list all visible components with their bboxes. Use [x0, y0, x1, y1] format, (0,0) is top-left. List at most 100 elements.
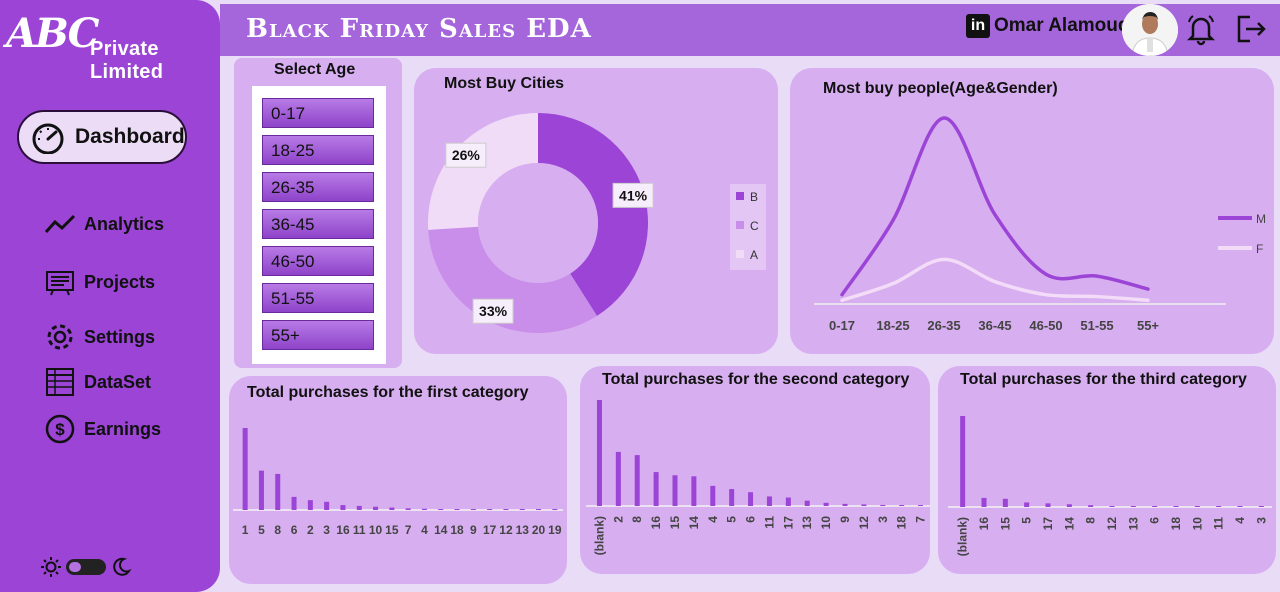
x-tick-label: 46-50 — [1029, 318, 1062, 333]
user-info[interactable]: in Omar Alamoudi — [966, 14, 1135, 38]
bar — [729, 489, 735, 506]
x-tick-label: 6 — [744, 516, 758, 523]
second-category-title: Total purchases for the second category — [602, 371, 910, 388]
donut-label-box-B — [612, 182, 654, 208]
page-title: Black Friday Sales EDA — [246, 14, 592, 44]
third-category-bar-chart: (blank) 16 15 5 17 14 8 12 13 6 18 10 11 4 3 — [948, 416, 1272, 556]
age-option-26-35[interactable]: 26-35 — [262, 172, 374, 202]
x-tick-label: 15 — [385, 523, 399, 537]
bar — [1216, 506, 1222, 507]
dashboard-label: Dashboard — [75, 125, 185, 148]
linkedin-icon[interactable]: in — [966, 14, 990, 38]
x-tick-label: 4 — [1233, 517, 1247, 524]
bar — [880, 504, 886, 506]
bar — [1194, 506, 1200, 507]
nav-item-projects[interactable]: Projects — [44, 266, 155, 298]
x-tick-label: 13 — [1126, 517, 1140, 531]
first-category-card: Total purchases for the first category 1… — [229, 376, 567, 584]
x-tick-label: (blank) — [592, 516, 606, 555]
x-tick-label: 10 — [819, 516, 833, 530]
nav-item-earnings[interactable]: $ Earnings — [44, 413, 161, 445]
bar — [356, 505, 362, 510]
gear-icon — [47, 324, 73, 350]
donut-legend — [730, 184, 766, 270]
bar — [552, 509, 558, 510]
x-tick-label: 8 — [274, 523, 281, 537]
bar — [373, 506, 379, 510]
cities-chart-card: Most Buy Cities 41% 33% 26% B C A — [414, 68, 778, 354]
nav-item-analytics[interactable]: Analytics — [44, 208, 164, 240]
legend-swatch-A — [736, 250, 744, 258]
bar — [421, 508, 427, 510]
bar — [634, 455, 640, 506]
bar — [672, 475, 678, 506]
bar — [710, 485, 716, 506]
moon-icon — [113, 557, 132, 576]
table-icon — [46, 368, 74, 396]
bar — [340, 505, 346, 510]
bar — [1088, 505, 1094, 507]
x-tick-label: 15 — [998, 517, 1012, 531]
x-tick-label: 10 — [1190, 517, 1204, 531]
x-tick-label: 2 — [611, 516, 625, 523]
bar — [487, 509, 493, 510]
projects-icon — [46, 271, 74, 296]
x-tick-label: 12 — [499, 523, 513, 537]
bar — [258, 470, 264, 510]
age-option-0-17[interactable]: 0-17 — [262, 98, 374, 128]
bar — [785, 497, 791, 506]
second-category-bar-chart: (blank) 2 8 16 15 14 4 5 6 11 17 13 10 9 12 3 18 7 — [586, 400, 930, 555]
x-tick-label: 11 — [1212, 517, 1226, 530]
x-tick-label: 14 — [1062, 517, 1076, 531]
nav-label-settings: Settings — [84, 326, 156, 347]
gauge-icon — [32, 123, 64, 154]
nav-item-settings[interactable]: Settings — [44, 321, 155, 353]
age-gender-line-chart: 0-17 18-25 26-35 36-45 46-50 51-55 55+ M F — [814, 116, 1266, 333]
dashboard-button[interactable]: Dashboard — [17, 110, 187, 164]
bar — [1045, 503, 1051, 507]
x-tick-label: 18 — [895, 516, 909, 530]
age-gender-chart-title: Most buy people(Age&Gender) — [823, 80, 1058, 97]
logout-icon[interactable] — [1234, 12, 1268, 46]
age-option-46-50[interactable]: 46-50 — [262, 246, 374, 276]
nav-label-projects: Projects — [84, 271, 156, 292]
x-tick-label: 10 — [369, 523, 383, 537]
nav-item-dataset[interactable]: DataSet — [44, 366, 151, 398]
x-tick-label: 26-35 — [927, 318, 960, 333]
x-tick-label: 18 — [1169, 517, 1183, 531]
x-tick-label: 3 — [1254, 517, 1268, 524]
third-category-card: Total purchases for the third category (… — [938, 366, 1276, 574]
bar — [454, 509, 460, 510]
bar — [1152, 506, 1158, 507]
bar — [519, 509, 525, 510]
user-name: Omar Alamoudi — [994, 15, 1135, 36]
age-option-51-55[interactable]: 51-55 — [262, 283, 374, 313]
avatar[interactable] — [1122, 4, 1178, 56]
x-tick-label: 14 — [434, 523, 448, 537]
bar — [1002, 498, 1008, 507]
x-tick-label: 4 — [706, 516, 720, 523]
theme-toggle[interactable] — [66, 559, 106, 575]
bar — [291, 496, 297, 510]
x-tick-label: 16 — [336, 523, 350, 537]
x-tick-label: 4 — [421, 523, 428, 537]
x-tick-label: 19 — [548, 523, 562, 537]
bar — [405, 508, 411, 510]
bar — [1066, 504, 1072, 507]
bar — [324, 501, 330, 510]
bell-icon[interactable] — [1184, 12, 1218, 46]
x-tick-label: 18-25 — [876, 318, 909, 333]
third-category-title: Total purchases for the third category — [960, 371, 1247, 388]
x-tick-label: 2 — [307, 523, 314, 537]
series-line-M — [840, 116, 1150, 297]
age-option-55-plus[interactable]: 55+ — [262, 320, 374, 350]
age-option-18-25[interactable]: 18-25 — [262, 135, 374, 165]
x-tick-label: 18 — [450, 523, 464, 537]
theme-switch[interactable] — [40, 556, 132, 578]
legend-label-C: C — [750, 219, 759, 233]
age-option-36-45[interactable]: 36-45 — [262, 209, 374, 239]
donut-label-A: 26% — [452, 147, 481, 163]
x-tick-label: 7 — [914, 516, 928, 523]
logo-letters: ABC — [6, 10, 99, 57]
bar — [691, 476, 697, 506]
